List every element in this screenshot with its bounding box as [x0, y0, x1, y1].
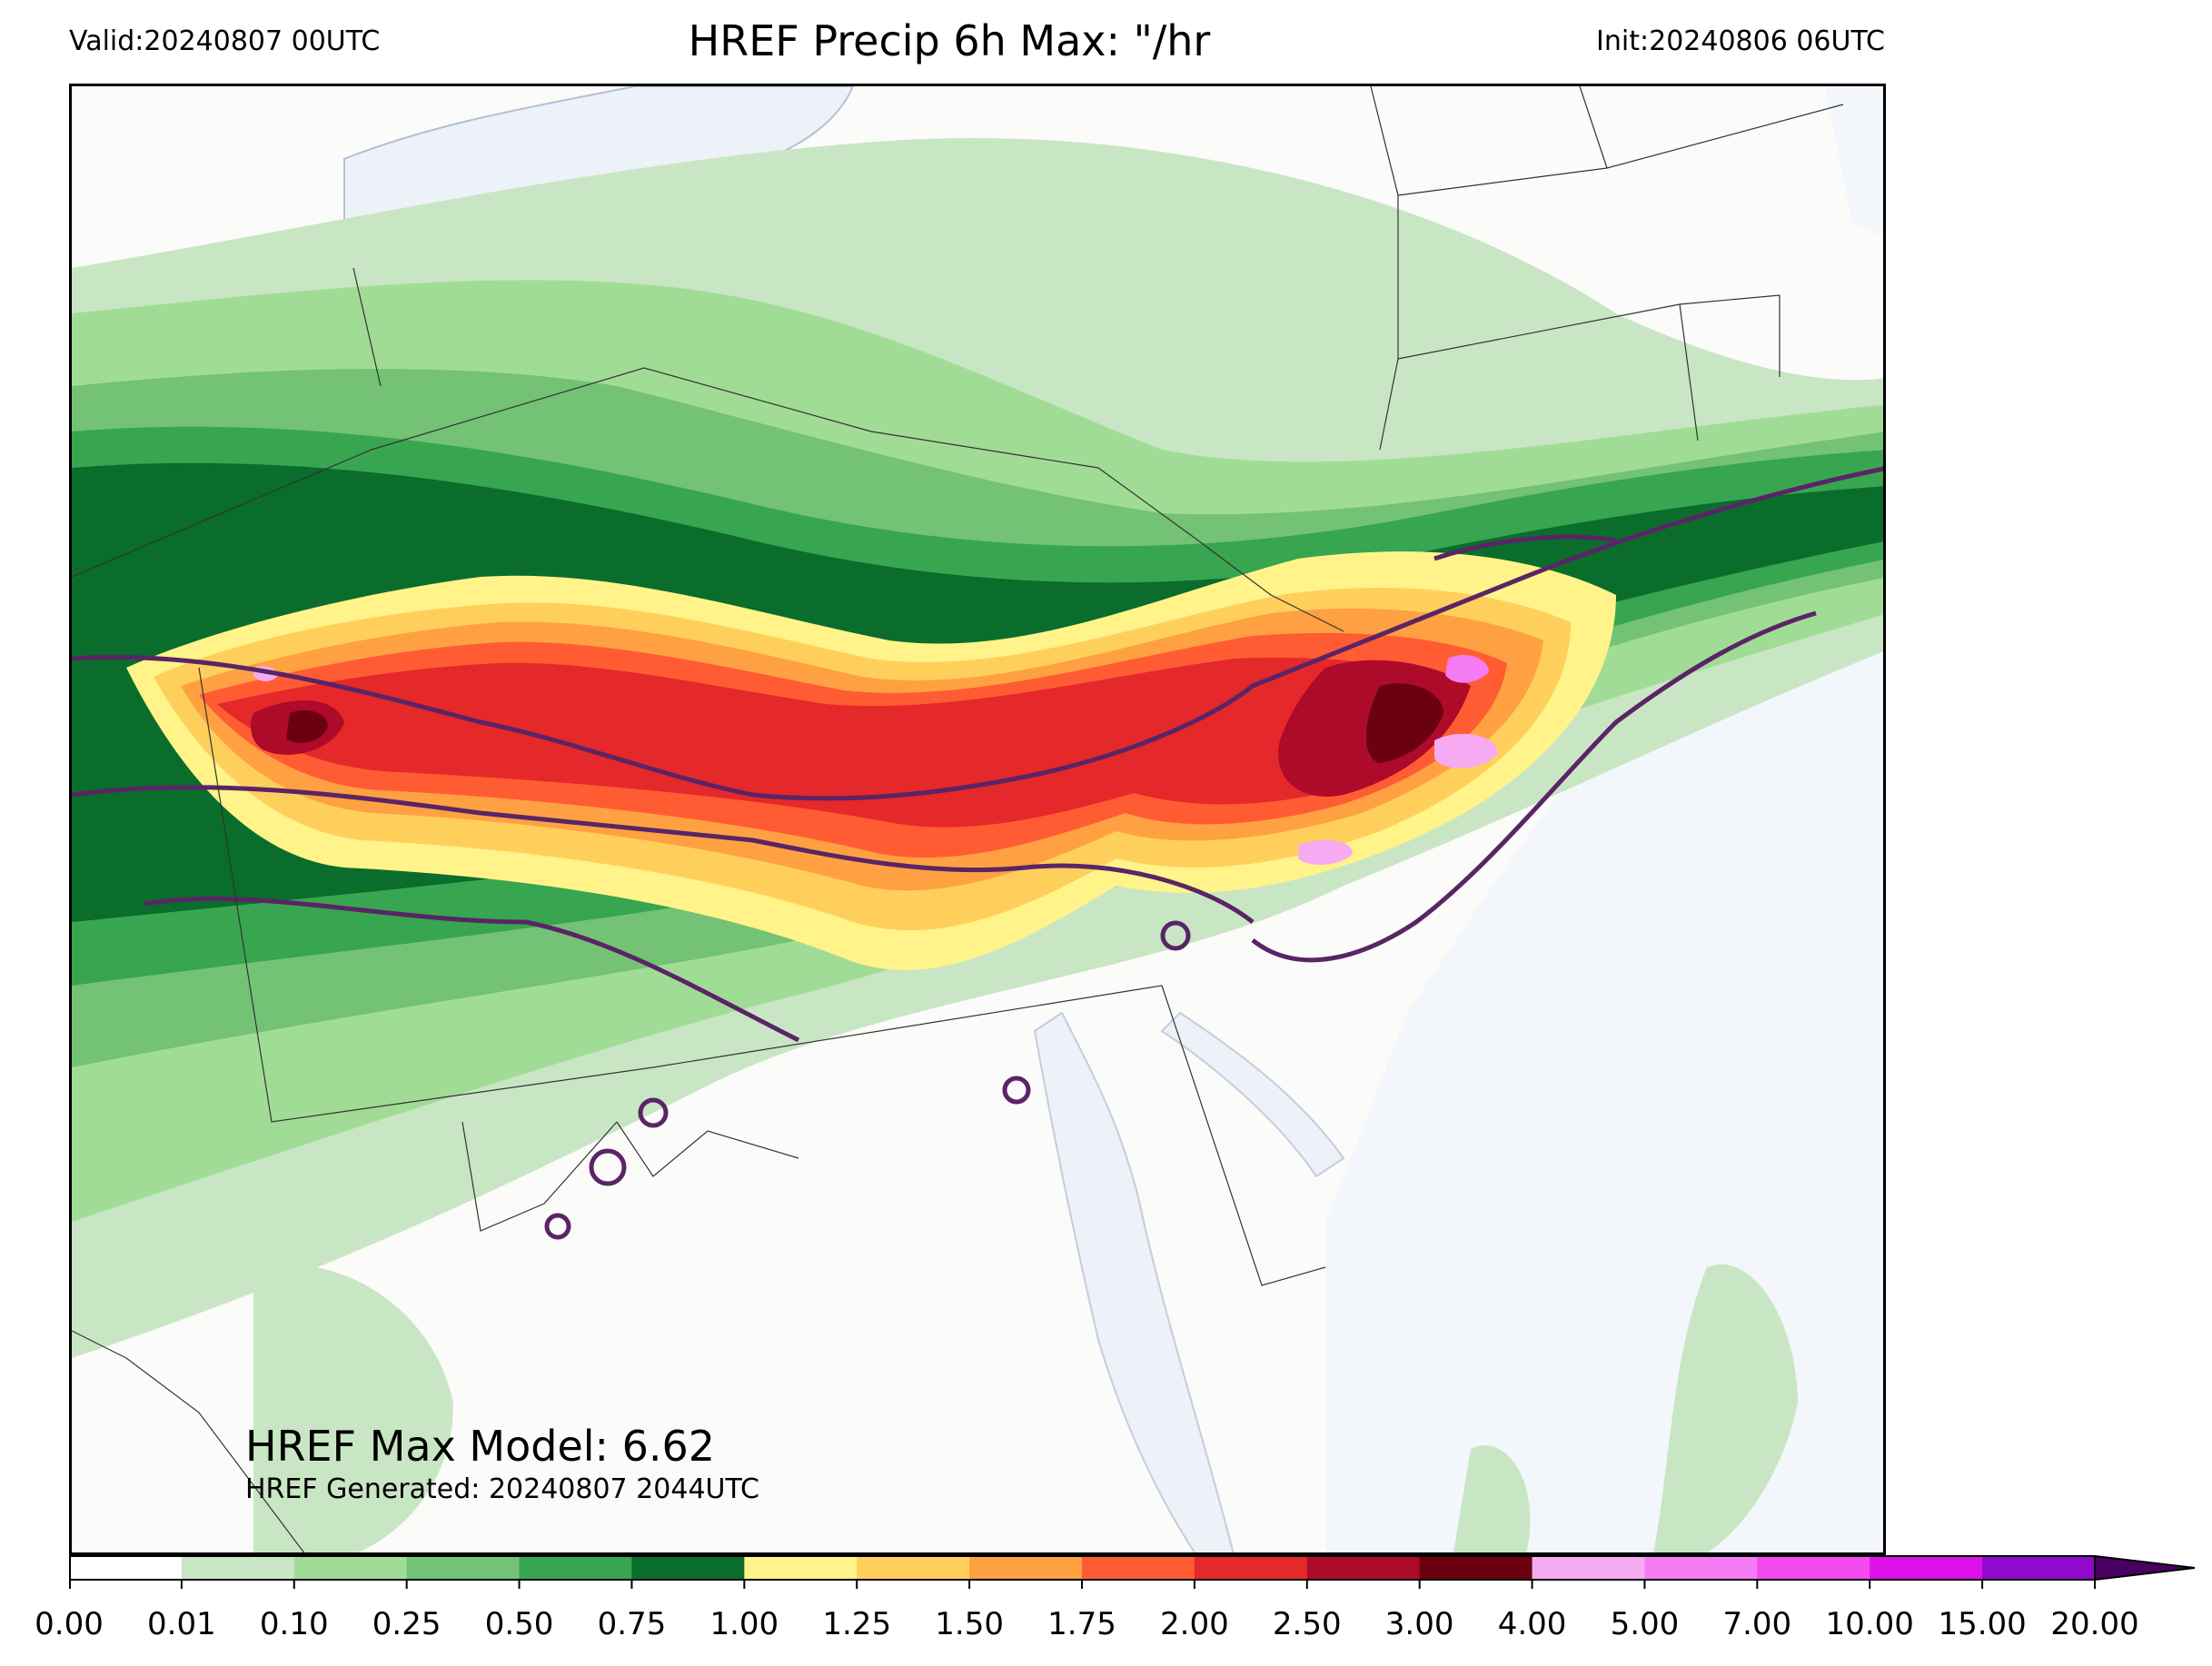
colorbar-segment: [406, 1556, 521, 1580]
colorbar-segment: [631, 1556, 745, 1580]
colorbar-tick-label: 0.25: [372, 1606, 441, 1642]
colorbar-segment: [1532, 1556, 1645, 1580]
colorbar-extend-arrow: [2094, 1555, 2196, 1582]
colorbar-tick-label: 0.75: [597, 1606, 667, 1642]
colorbar-tick-label: 4.00: [1497, 1606, 1567, 1642]
colorbar-tick-label: 3.00: [1384, 1606, 1454, 1642]
colorbar-segment: [857, 1556, 970, 1580]
init-time-label: Init:20240806 06UTC: [1596, 25, 1885, 57]
colorbar-tick-label: 7.00: [1722, 1606, 1792, 1642]
colorbar-segment: [744, 1556, 858, 1580]
max-model-annotation: HREF Max Model: 6.62: [245, 1422, 716, 1471]
colorbar-segment: [1757, 1556, 1870, 1580]
precip-map: [69, 84, 1886, 1555]
colorbar-segment: [1306, 1556, 1421, 1580]
colorbar-tick-label: 0.10: [259, 1606, 329, 1642]
colorbar-tick-label: 10.00: [1825, 1606, 1914, 1642]
colorbar-tick-label: 1.00: [709, 1606, 779, 1642]
colorbar-segment: [1194, 1556, 1308, 1580]
valid-time-label: Valid:20240807 00UTC: [69, 25, 381, 57]
colorbar: [69, 1555, 2196, 1589]
gulf-of-maine: [1825, 86, 1883, 238]
colorbar-segment: [293, 1556, 408, 1580]
colorbar-segment: [519, 1556, 632, 1580]
chesapeake-bay: [1033, 1011, 1235, 1552]
colorbar-segment: [1870, 1556, 1983, 1580]
colorbar-tick-label: 1.25: [822, 1606, 892, 1642]
precip-contours: [72, 466, 1883, 1240]
colorbar-segment: [181, 1556, 295, 1580]
colorbar-tick-label: 2.00: [1160, 1606, 1229, 1642]
colorbar-segment: [1982, 1556, 2096, 1580]
colorbar-tick-label: 1.75: [1047, 1606, 1116, 1642]
state-borders: [72, 86, 1844, 1552]
colorbar-tick-label: 20.00: [2050, 1606, 2139, 1642]
colorbar-segment: [1419, 1556, 1533, 1580]
colorbar-tick-label: 5.00: [1610, 1606, 1680, 1642]
map-title: HREF Precip 6h Max: "/hr: [688, 16, 1211, 65]
colorbar-segment: [1082, 1556, 1195, 1580]
colorbar-tick-label: 2.50: [1272, 1606, 1342, 1642]
colorbar-tick-label: 0.01: [147, 1606, 216, 1642]
colorbar-segment: [1644, 1556, 1758, 1580]
colorbar-tick-label: 15.00: [1938, 1606, 2027, 1642]
colorbar-tick-label: 0.50: [484, 1606, 554, 1642]
delaware-bay: [1160, 1011, 1345, 1178]
precip-heavy-core: [126, 551, 1616, 970]
colorbar-segment: [969, 1556, 1083, 1580]
colorbar-segment: [69, 1556, 183, 1580]
generated-annotation: HREF Generated: 20240807 2044UTC: [245, 1473, 760, 1505]
colorbar-tick-label: 0.00: [35, 1606, 104, 1642]
colorbar-tick-label: 1.50: [935, 1606, 1004, 1642]
